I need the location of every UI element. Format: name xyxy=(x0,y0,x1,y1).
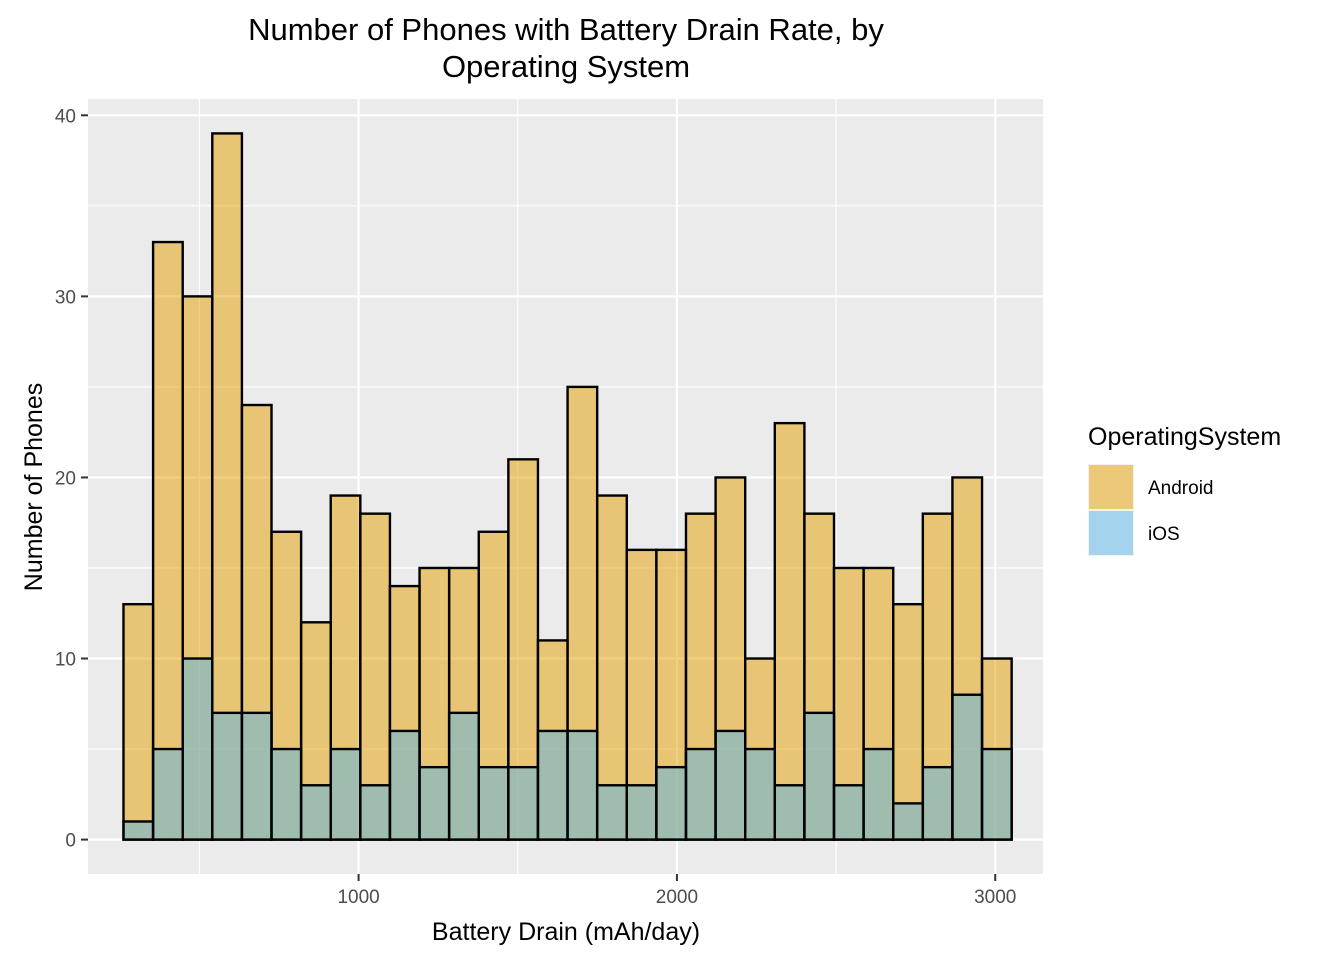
bar-android xyxy=(773,421,806,841)
legend-label-android: Android xyxy=(1148,478,1214,499)
legend-label-ios: iOS xyxy=(1148,524,1180,545)
bar-ios xyxy=(832,784,865,841)
bar-ios xyxy=(921,765,954,841)
bar-ios xyxy=(951,693,984,841)
bar-ios xyxy=(418,765,451,841)
legend-swatch-ios xyxy=(1089,511,1133,555)
y-axis: 0 10 20 30 40 xyxy=(55,106,88,852)
x-tick-label: 3000 xyxy=(974,887,1016,908)
bar-ios xyxy=(181,657,214,841)
x-tick-label: 2000 xyxy=(656,887,698,908)
bar-ios xyxy=(151,747,184,841)
bar-android xyxy=(122,602,155,841)
bar-ios xyxy=(447,711,480,841)
bar-ios xyxy=(388,729,421,841)
bar-ios xyxy=(980,747,1013,841)
x-tick-label: 1000 xyxy=(337,887,379,908)
y-axis-title: Number of Phones xyxy=(20,383,48,591)
bar-ios xyxy=(595,784,628,841)
bar-ios xyxy=(862,747,895,841)
legend-title: OperatingSystem xyxy=(1088,423,1281,451)
bar-ios xyxy=(211,711,244,841)
bar-android xyxy=(151,240,184,841)
bar-ios xyxy=(773,784,806,841)
bar-ios xyxy=(566,729,599,841)
bar-ios xyxy=(892,802,925,841)
bar-ios xyxy=(477,765,510,841)
bar-android xyxy=(892,602,925,841)
bar-ios xyxy=(270,747,303,841)
bar-ios xyxy=(359,784,392,841)
bar-ios xyxy=(122,820,155,841)
bar-ios xyxy=(803,711,836,841)
bar-ios xyxy=(743,747,777,841)
bar-ios xyxy=(655,765,688,841)
bar-ios xyxy=(329,747,362,841)
y-tick-label: 30 xyxy=(55,287,76,308)
bar-ios xyxy=(684,747,717,841)
chart-title-line-1: Number of Phones with Battery Drain Rate… xyxy=(248,12,884,47)
x-axis: 1000 2000 3000 xyxy=(337,874,1016,908)
bar-ios xyxy=(536,729,569,841)
legend-swatch-android xyxy=(1089,465,1133,509)
bar-ios xyxy=(625,784,658,841)
bar-ios xyxy=(507,765,540,841)
y-tick-label: 40 xyxy=(55,106,76,127)
x-axis-title: Battery Drain (mAh/day) xyxy=(432,918,700,946)
bar-ios xyxy=(299,784,332,841)
legend: OperatingSystem Android iOS xyxy=(1088,423,1281,556)
bars xyxy=(122,132,1013,841)
chart-title-line-2: Operating System xyxy=(442,49,690,84)
y-tick-label: 20 xyxy=(55,468,76,489)
bar-ios xyxy=(714,729,747,841)
y-tick-label: 0 xyxy=(65,831,76,852)
y-tick-label: 10 xyxy=(55,650,76,671)
bar-ios xyxy=(240,711,273,841)
